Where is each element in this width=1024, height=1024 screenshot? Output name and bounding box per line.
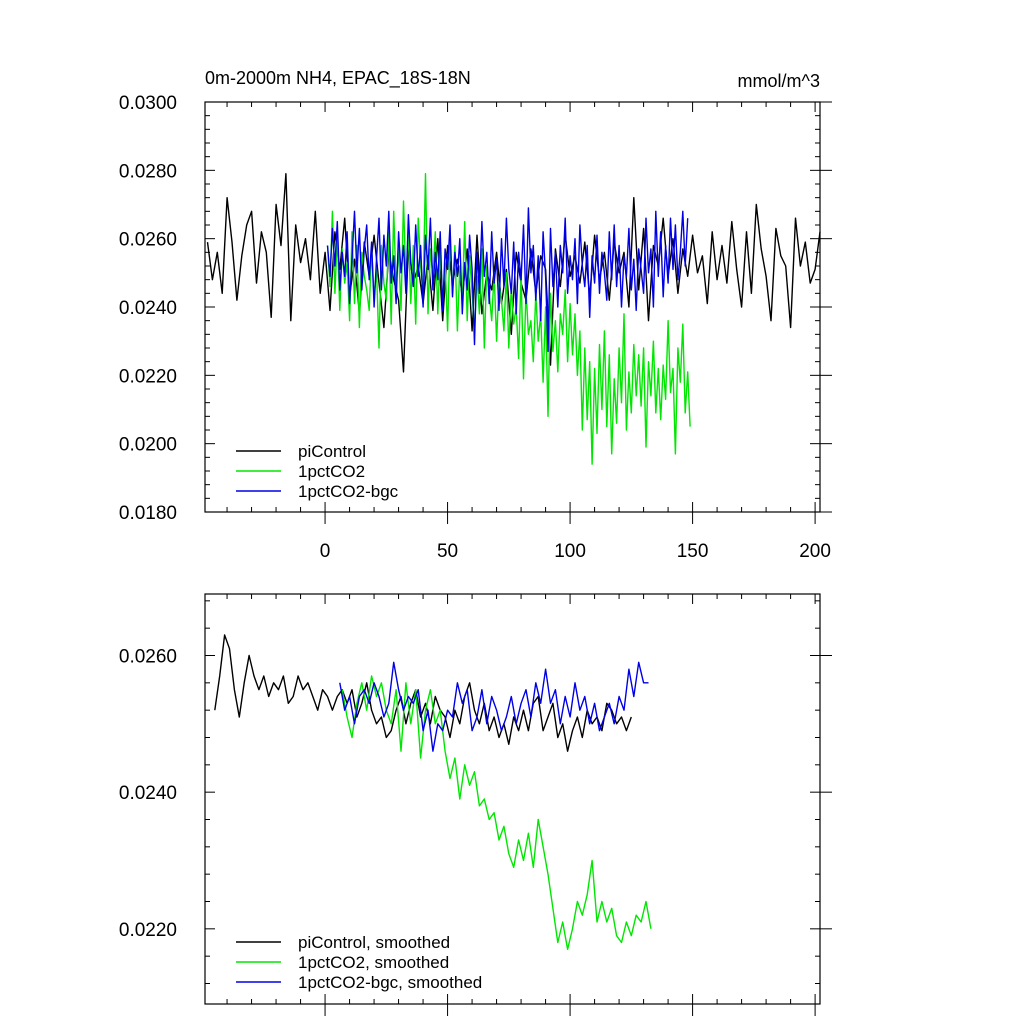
x-tick-label: 150 (677, 541, 709, 562)
bottom-axis-ticks (205, 594, 832, 1016)
x-tick-label: 200 (799, 541, 831, 562)
top-axis-ticks (205, 101, 832, 524)
y-tick-label: 0.0180 (119, 503, 177, 524)
series-line-3 (326, 207, 689, 353)
y-tick-label: 0.0260 (119, 230, 177, 251)
legend-label: 1pctCO2-bgc, smoothed (298, 973, 482, 992)
x-tick-label: 50 (437, 541, 458, 562)
bottom-y-tick-labels: 0.0220 0.0240 0.0260 (119, 647, 177, 941)
chart-title: 0m-2000m NH4, EPAC_18S-18N (205, 68, 471, 89)
units-label: mmol/m^3 (738, 71, 820, 91)
legend-label: 1pctCO2-bgc (298, 482, 399, 501)
top-plot-frame (204, 101, 821, 513)
y-tick-label: 0.0240 (119, 298, 177, 319)
y-tick-label: 0.0220 (119, 366, 177, 387)
bottom-plot-frame (204, 593, 821, 1005)
top-series-lines (206, 172, 821, 465)
series-line-1 (206, 172, 821, 373)
top-x-tick-labels: 0 50 100 150 200 (320, 541, 831, 562)
series-line-3 (339, 661, 649, 752)
legend-label: piControl (298, 442, 366, 461)
y-tick-label: 0.0280 (119, 161, 177, 182)
y-tick-label: 0.0300 (119, 93, 177, 114)
series-line-2 (341, 675, 652, 950)
legend-label: piControl, smoothed (298, 933, 450, 952)
top-y-tick-labels: 0.0180 0.0200 0.0220 0.0240 0.0260 0.0280 0.03… (119, 93, 177, 524)
series-line-2 (326, 172, 691, 465)
legend-label: 1pctCO2 (298, 462, 365, 481)
series-line-1 (214, 634, 632, 752)
x-tick-label: 100 (554, 541, 586, 562)
top-panel: 0m-2000m NH4, EPAC_18S-18N mmol/m^3 0.01… (119, 68, 832, 562)
legend-label: 1pctCO2, smoothed (298, 953, 449, 972)
y-tick-label: 0.0220 (119, 920, 177, 941)
x-tick-label: 0 (320, 541, 331, 562)
bottom-series-lines (214, 634, 652, 950)
y-tick-label: 0.0240 (119, 783, 177, 804)
y-tick-label: 0.0200 (119, 435, 177, 456)
y-tick-label: 0.0260 (119, 647, 177, 668)
